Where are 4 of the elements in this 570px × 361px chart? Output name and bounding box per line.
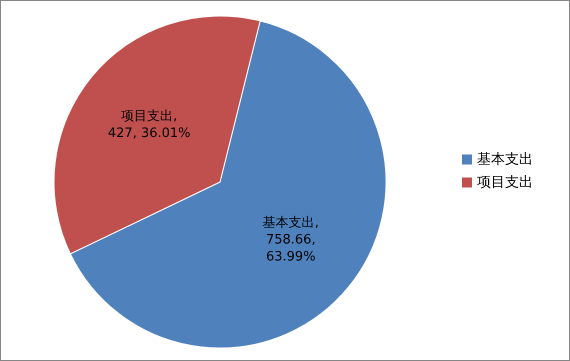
data-label: 项目支出, 427, 36.01% (108, 108, 191, 140)
legend-label: 项目支出 (477, 174, 533, 190)
data-label: 基本支出, 758.66, 63.99% (262, 215, 319, 264)
legend-label: 基本支出 (477, 151, 533, 168)
